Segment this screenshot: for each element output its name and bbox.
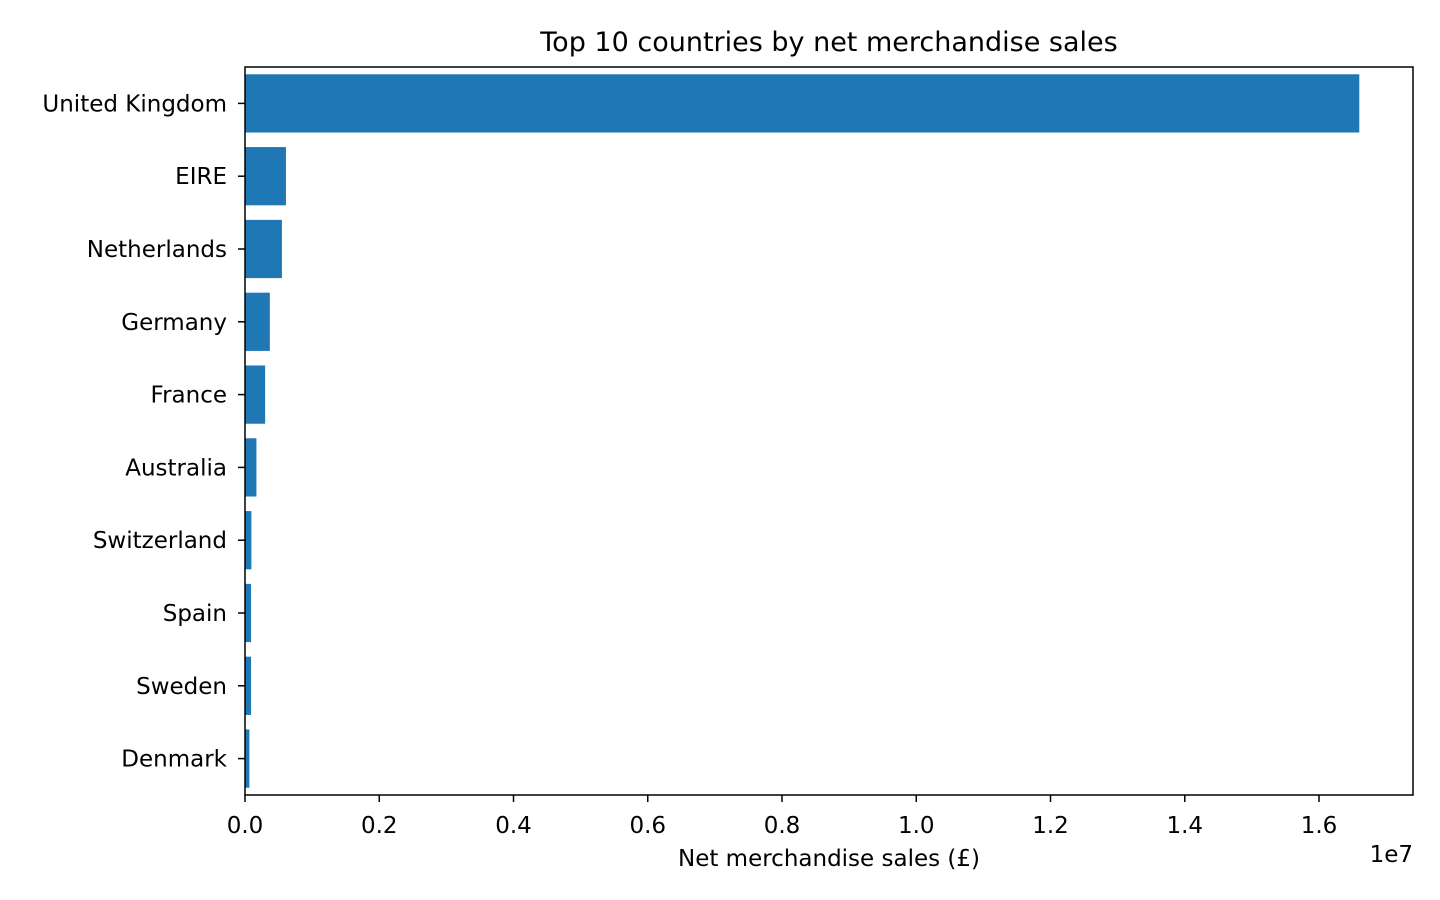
x-tick-label: 1.0	[898, 813, 935, 839]
bar-denmark	[245, 729, 250, 788]
x-tick-label: 0.4	[495, 813, 532, 839]
bar-sweden	[245, 656, 252, 715]
y-tick-label: France	[151, 383, 227, 409]
bar-germany	[245, 292, 270, 351]
x-tick-label: 1.6	[1301, 813, 1338, 839]
chart-title: Top 10 countries by net merchandise sale…	[539, 27, 1117, 58]
x-axis-label: Net merchandise sales (£)	[678, 846, 980, 872]
plot-frame	[244, 66, 1414, 796]
bar-france	[245, 365, 266, 424]
x-tick-label: 0.2	[361, 813, 398, 839]
x-tick-label: 0.0	[227, 813, 264, 839]
bar-eire	[245, 147, 286, 206]
y-tick-label: Germany	[121, 310, 227, 336]
y-tick-label: Spain	[163, 601, 227, 627]
x-tick-label: 1.4	[1166, 813, 1203, 839]
y-tick-label: Sweden	[136, 674, 227, 700]
x-tick-label: 0.8	[764, 813, 801, 839]
bars-group	[245, 74, 1360, 788]
bar-united-kingdom	[245, 74, 1360, 133]
y-tick-label: Denmark	[121, 747, 227, 773]
y-tick-label: United Kingdom	[42, 91, 227, 117]
y-tick-label: Netherlands	[87, 237, 227, 263]
x-axis-offset-label: 1e7	[1370, 842, 1413, 868]
y-axis: United Kingdom EIRE Netherlands Germany Fran…	[42, 91, 245, 773]
x-tick-label: 0.6	[629, 813, 666, 839]
bar-switzerland	[245, 511, 252, 570]
y-tick-label: Australia	[125, 455, 227, 481]
x-axis: 0.0 0.2 0.4 0.6 0.8 1.0 1.2 1.4 1.6	[227, 795, 1338, 839]
bar-australia	[245, 438, 257, 497]
bar-netherlands	[245, 219, 282, 279]
x-tick-label: 1.2	[1032, 813, 1069, 839]
y-tick-label: Switzerland	[93, 528, 227, 554]
y-tick-label: EIRE	[175, 164, 227, 190]
bar-spain	[245, 583, 252, 643]
